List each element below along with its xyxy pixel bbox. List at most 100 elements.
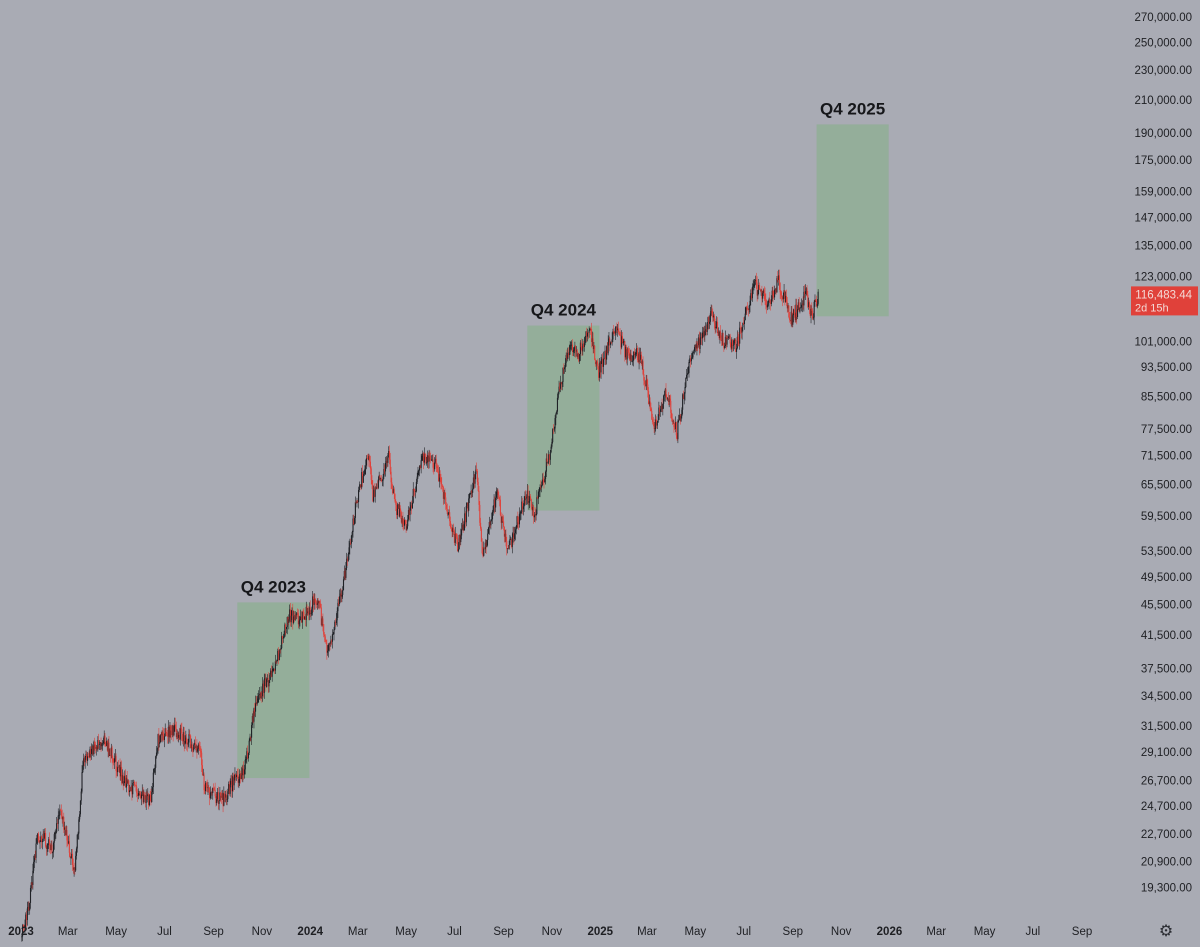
candle-body-53 bbox=[63, 816, 65, 830]
candle-body-185 bbox=[167, 726, 169, 737]
candle-body-10 bbox=[29, 902, 31, 911]
candle-body-146 bbox=[136, 793, 139, 796]
candle-body-713 bbox=[586, 331, 588, 337]
candle-body-167 bbox=[153, 768, 155, 773]
candle-body-406 bbox=[342, 579, 345, 591]
candle-body-322 bbox=[276, 659, 278, 663]
settings-gear-icon[interactable]: ⚙ bbox=[1158, 921, 1174, 940]
candle-body-760 bbox=[623, 341, 625, 343]
x-axis[interactable]: 2023 Mar May Jul Sep Nov 2024 Mar May Jul Sep Nov 20… bbox=[8, 926, 1092, 938]
candle-body-36 bbox=[49, 845, 51, 850]
candle-body-6 bbox=[25, 914, 28, 921]
candle-body-909 bbox=[741, 327, 743, 333]
candle-body-650 bbox=[536, 497, 538, 514]
y-tick-label-15: 65,500.00 bbox=[1141, 479, 1192, 491]
candle-body-776 bbox=[636, 348, 638, 353]
candle-body-806 bbox=[659, 409, 662, 412]
candle-body-659 bbox=[543, 480, 545, 483]
candle-body-429 bbox=[361, 472, 363, 488]
candle-body-529 bbox=[440, 477, 442, 485]
candle-body-221 bbox=[196, 746, 198, 752]
y-axis[interactable]: 270,000.00 250,000.00 230,000.00 210,000.00… bbox=[1134, 12, 1192, 895]
candle-body-835 bbox=[682, 394, 684, 399]
candle-body-895 bbox=[730, 343, 732, 349]
candle-body-288 bbox=[249, 736, 251, 741]
candle-body-197 bbox=[177, 733, 179, 738]
candle-body-678 bbox=[558, 386, 560, 393]
candle-body-271 bbox=[235, 774, 238, 777]
candle-body-754 bbox=[618, 332, 620, 335]
candle-body-126 bbox=[121, 767, 123, 784]
candle-body-392 bbox=[331, 634, 333, 642]
candle-body-461 bbox=[386, 461, 388, 463]
candle-body-670 bbox=[552, 429, 554, 443]
candle-body-793 bbox=[649, 401, 651, 409]
candle-body-590 bbox=[488, 522, 490, 528]
candle-body-534 bbox=[444, 492, 446, 498]
candle-body-281 bbox=[243, 769, 246, 775]
candle-body-311 bbox=[267, 678, 269, 687]
y-tick-label-11: 93,500.00 bbox=[1141, 362, 1192, 374]
candle-body-652 bbox=[537, 491, 539, 499]
candle-body-272 bbox=[236, 774, 238, 776]
candle-body-580 bbox=[480, 528, 482, 542]
candle-body-657 bbox=[541, 479, 543, 486]
candle-body-335 bbox=[286, 616, 288, 627]
candle-body-340 bbox=[290, 615, 292, 623]
candle-body-170 bbox=[155, 752, 158, 757]
y-tick-label-5: 175,000.00 bbox=[1134, 155, 1192, 167]
candle-body-574 bbox=[476, 469, 478, 472]
candle-body-245 bbox=[215, 796, 217, 804]
candle-body-829 bbox=[678, 420, 680, 422]
candle-body-300 bbox=[258, 693, 261, 696]
candle-body-215 bbox=[191, 744, 193, 749]
candle-body-476 bbox=[398, 504, 400, 517]
candle-body-225 bbox=[199, 748, 201, 751]
candle-body-134 bbox=[127, 780, 129, 784]
candle-body-553 bbox=[459, 535, 461, 543]
candle-body-575 bbox=[476, 471, 478, 482]
candle-body-842 bbox=[688, 361, 690, 373]
candle-body-213 bbox=[190, 735, 192, 749]
candle-body-489 bbox=[408, 510, 410, 515]
candle-body-535 bbox=[445, 497, 447, 505]
candle-body-304 bbox=[262, 683, 264, 697]
y-tick-label-27: 22,700.00 bbox=[1141, 829, 1192, 841]
candle-body-301 bbox=[259, 693, 261, 698]
candle-body-710 bbox=[583, 343, 585, 347]
candle-body-549 bbox=[456, 536, 458, 539]
candle-body-744 bbox=[610, 342, 612, 343]
candle-body-660 bbox=[544, 479, 546, 483]
candle-body-402 bbox=[339, 593, 341, 597]
candle-body-746 bbox=[612, 331, 614, 340]
candle-body-247 bbox=[216, 792, 219, 800]
candle-body-965 bbox=[785, 295, 788, 303]
candle-body-707 bbox=[581, 347, 583, 352]
candle-body-230 bbox=[203, 774, 205, 791]
candle-body-853 bbox=[697, 343, 699, 346]
candle-body-641 bbox=[529, 496, 531, 502]
x-tick-label-20: May bbox=[974, 926, 996, 938]
candle-body-824 bbox=[674, 427, 676, 430]
candle-body-99 bbox=[99, 742, 101, 745]
candle-body-599 bbox=[495, 491, 497, 498]
candle-body-899 bbox=[733, 340, 735, 346]
candle-body-537 bbox=[446, 508, 448, 514]
candle-body-21 bbox=[37, 833, 39, 841]
candle-body-163 bbox=[150, 795, 152, 803]
x-tick-label-18: 2026 bbox=[877, 926, 903, 938]
candle-body-881 bbox=[719, 331, 721, 339]
candle-body-124 bbox=[119, 765, 121, 777]
candle-body-447 bbox=[375, 487, 377, 489]
candle-body-473 bbox=[396, 504, 398, 516]
candle-body-42 bbox=[54, 832, 56, 835]
candle-body-280 bbox=[243, 768, 245, 775]
candle-body-589 bbox=[487, 527, 490, 534]
candle-body-303 bbox=[261, 692, 263, 697]
candle-body-218 bbox=[193, 742, 196, 745]
candle-body-345 bbox=[294, 614, 296, 620]
candle-body-596 bbox=[493, 499, 495, 506]
candle-body-783 bbox=[641, 361, 643, 364]
